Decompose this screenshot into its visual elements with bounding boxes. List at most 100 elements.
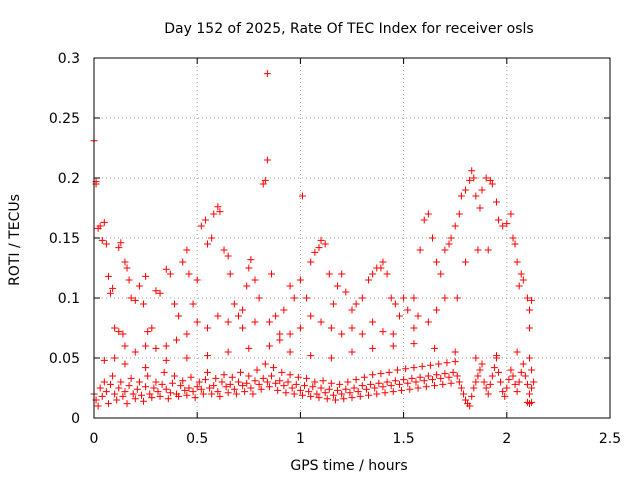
data-point <box>154 388 162 396</box>
data-point <box>439 380 447 388</box>
data-point <box>193 318 201 326</box>
data-point <box>183 391 191 399</box>
data-point <box>424 372 432 380</box>
data-point <box>313 390 321 398</box>
data-point <box>513 388 521 396</box>
data-point <box>352 300 360 308</box>
data-point <box>292 380 300 388</box>
data-point <box>265 318 273 326</box>
data-point <box>303 294 311 302</box>
data-point <box>447 379 455 387</box>
data-point <box>261 176 269 184</box>
x-tick-label: 0.5 <box>186 431 208 447</box>
data-point <box>183 246 191 254</box>
data-point <box>379 383 387 391</box>
data-point <box>123 400 131 408</box>
data-point <box>274 386 282 394</box>
data-point <box>321 389 329 397</box>
data-point <box>135 282 143 290</box>
data-point <box>152 287 160 295</box>
data-point <box>208 390 216 398</box>
data-point <box>416 246 424 254</box>
data-point <box>311 248 319 256</box>
data-point <box>286 348 294 356</box>
data-point <box>166 270 174 278</box>
data-point <box>234 378 242 386</box>
data-point <box>303 374 311 382</box>
data-point <box>325 270 333 278</box>
data-point <box>214 388 222 396</box>
data-point <box>348 394 356 402</box>
data-point <box>470 174 478 182</box>
data-point <box>307 392 315 400</box>
data-point <box>466 402 474 410</box>
data-point <box>115 244 123 252</box>
data-point <box>179 377 187 385</box>
data-point <box>395 312 403 320</box>
data-point <box>317 318 325 326</box>
data-point <box>352 376 360 384</box>
data-point <box>480 378 488 386</box>
data-point <box>179 258 187 266</box>
data-point <box>509 372 517 380</box>
data-point <box>344 378 352 386</box>
data-point <box>276 336 284 344</box>
data-point <box>356 392 364 400</box>
data-point <box>393 366 401 374</box>
data-point <box>492 352 500 360</box>
data-point <box>488 180 496 188</box>
data-point <box>379 328 387 336</box>
data-point <box>263 70 271 78</box>
data-point <box>375 379 383 387</box>
data-point <box>195 378 203 386</box>
data-point <box>107 380 115 388</box>
data-point <box>435 360 443 368</box>
data-point <box>451 348 459 356</box>
grid-lines <box>94 58 610 418</box>
data-point <box>111 324 119 332</box>
data-point <box>259 374 267 382</box>
data-point <box>100 378 108 386</box>
data-point <box>251 318 259 326</box>
data-point <box>144 372 152 380</box>
data-point <box>379 258 387 266</box>
data-point <box>377 264 385 272</box>
data-point <box>175 392 183 400</box>
data-point <box>150 384 158 392</box>
data-point <box>158 380 166 388</box>
data-point <box>389 342 397 350</box>
data-point <box>170 300 178 308</box>
data-point <box>234 312 242 320</box>
data-point <box>406 385 414 393</box>
data-point <box>431 344 439 352</box>
data-point <box>511 380 519 388</box>
data-point <box>509 234 517 242</box>
data-point <box>367 380 375 388</box>
data-point <box>241 388 249 396</box>
data-point <box>226 270 234 278</box>
data-point <box>354 388 362 396</box>
data-point <box>111 390 119 398</box>
data-point <box>261 360 269 368</box>
data-point <box>515 282 523 290</box>
data-point <box>365 391 373 399</box>
data-point <box>526 324 534 332</box>
data-point <box>462 258 470 266</box>
data-point <box>369 270 377 278</box>
data-point <box>96 222 104 230</box>
data-point <box>523 294 531 302</box>
data-point <box>338 390 346 398</box>
data-point <box>121 388 129 396</box>
data-point <box>521 372 529 380</box>
data-point <box>468 392 476 400</box>
data-point <box>197 385 205 393</box>
data-point <box>511 240 519 248</box>
data-point <box>282 389 290 397</box>
data-point <box>272 379 280 387</box>
data-point <box>387 382 395 390</box>
data-point <box>131 296 139 304</box>
data-point <box>342 288 350 296</box>
data-point <box>373 390 381 398</box>
data-point <box>416 373 424 381</box>
data-point <box>239 306 247 314</box>
